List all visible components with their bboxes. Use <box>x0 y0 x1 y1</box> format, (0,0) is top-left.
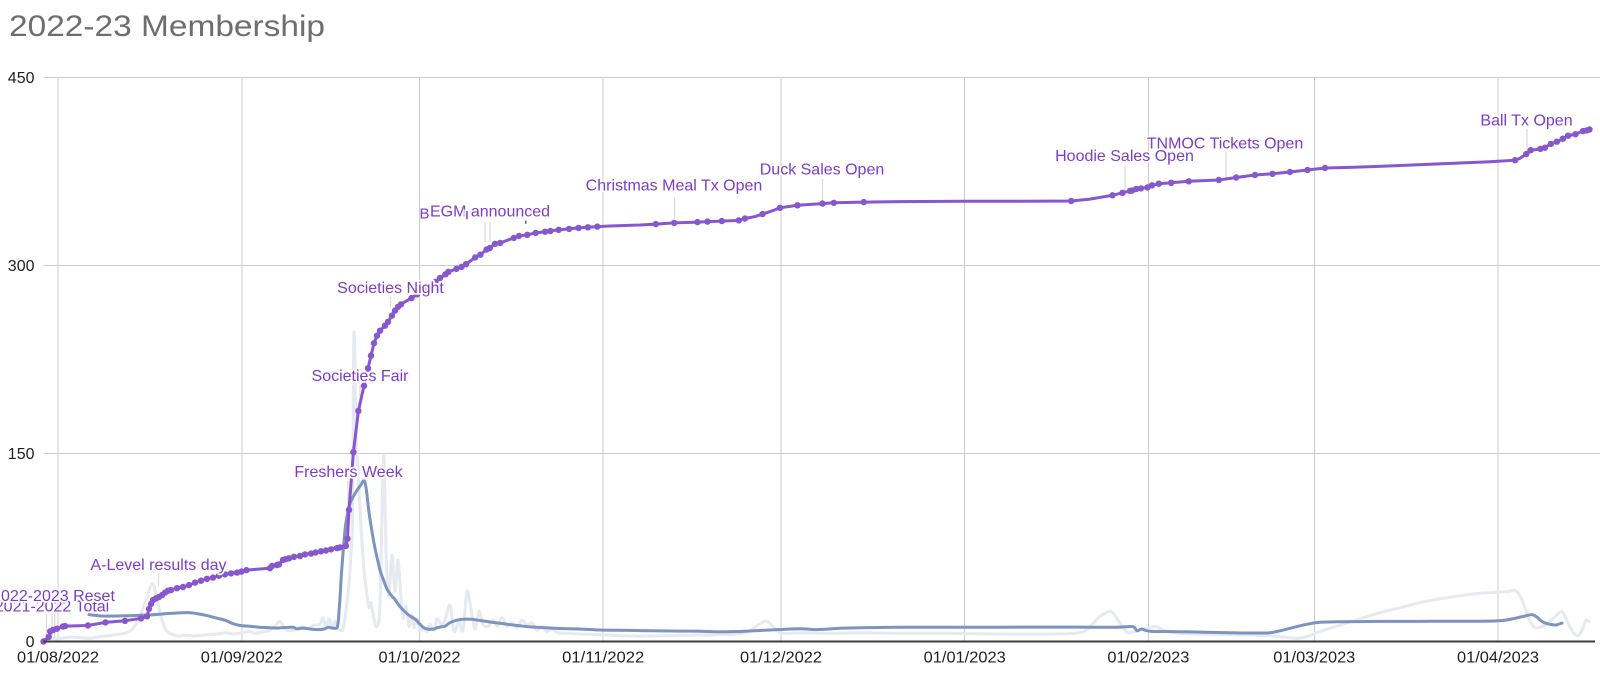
svg-text:TNMOC Tickets Open: TNMOC Tickets Open <box>1147 136 1303 153</box>
svg-text:Societies Fair: Societies Fair <box>312 368 410 385</box>
svg-text:2022-2023 Reset: 2022-2023 Reset <box>0 588 115 605</box>
svg-text:2022-23 Membership: 2022-23 Membership <box>9 10 325 43</box>
svg-text:01/04/2023: 01/04/2023 <box>1457 650 1539 667</box>
svg-text:01/10/2022: 01/10/2022 <box>379 650 461 667</box>
svg-text:450: 450 <box>8 70 35 87</box>
svg-text:Christmas Meal Tx Open: Christmas Meal Tx Open <box>586 178 763 195</box>
svg-text:Duck Sales Open: Duck Sales Open <box>760 162 885 179</box>
svg-text:Hoodie Sales Open: Hoodie Sales Open <box>1055 148 1194 165</box>
svg-text:EGM announced: EGM announced <box>430 204 550 221</box>
svg-text:Ball Tx Open: Ball Tx Open <box>1480 113 1572 130</box>
svg-text:B: B <box>419 206 429 223</box>
svg-text:Societies Night: Societies Night <box>337 280 444 297</box>
svg-text:01/08/2022: 01/08/2022 <box>17 650 99 667</box>
svg-text:A-Level results day: A-Level results day <box>90 557 226 574</box>
svg-text:Freshers Week: Freshers Week <box>294 464 403 481</box>
svg-text:01/12/2022: 01/12/2022 <box>740 650 822 667</box>
svg-text:2021-2022 Total: 2021-2022 Total <box>0 599 109 616</box>
svg-text:01/11/2022: 01/11/2022 <box>562 650 644 667</box>
svg-text:0: 0 <box>26 634 35 651</box>
svg-text:01/09/2022: 01/09/2022 <box>201 650 283 667</box>
svg-text:300: 300 <box>8 258 35 275</box>
svg-text:01/03/2023: 01/03/2023 <box>1273 650 1355 667</box>
svg-text:150: 150 <box>8 446 35 463</box>
svg-text:01/01/2023: 01/01/2023 <box>924 650 1006 667</box>
svg-text:01/02/2023: 01/02/2023 <box>1107 650 1189 667</box>
